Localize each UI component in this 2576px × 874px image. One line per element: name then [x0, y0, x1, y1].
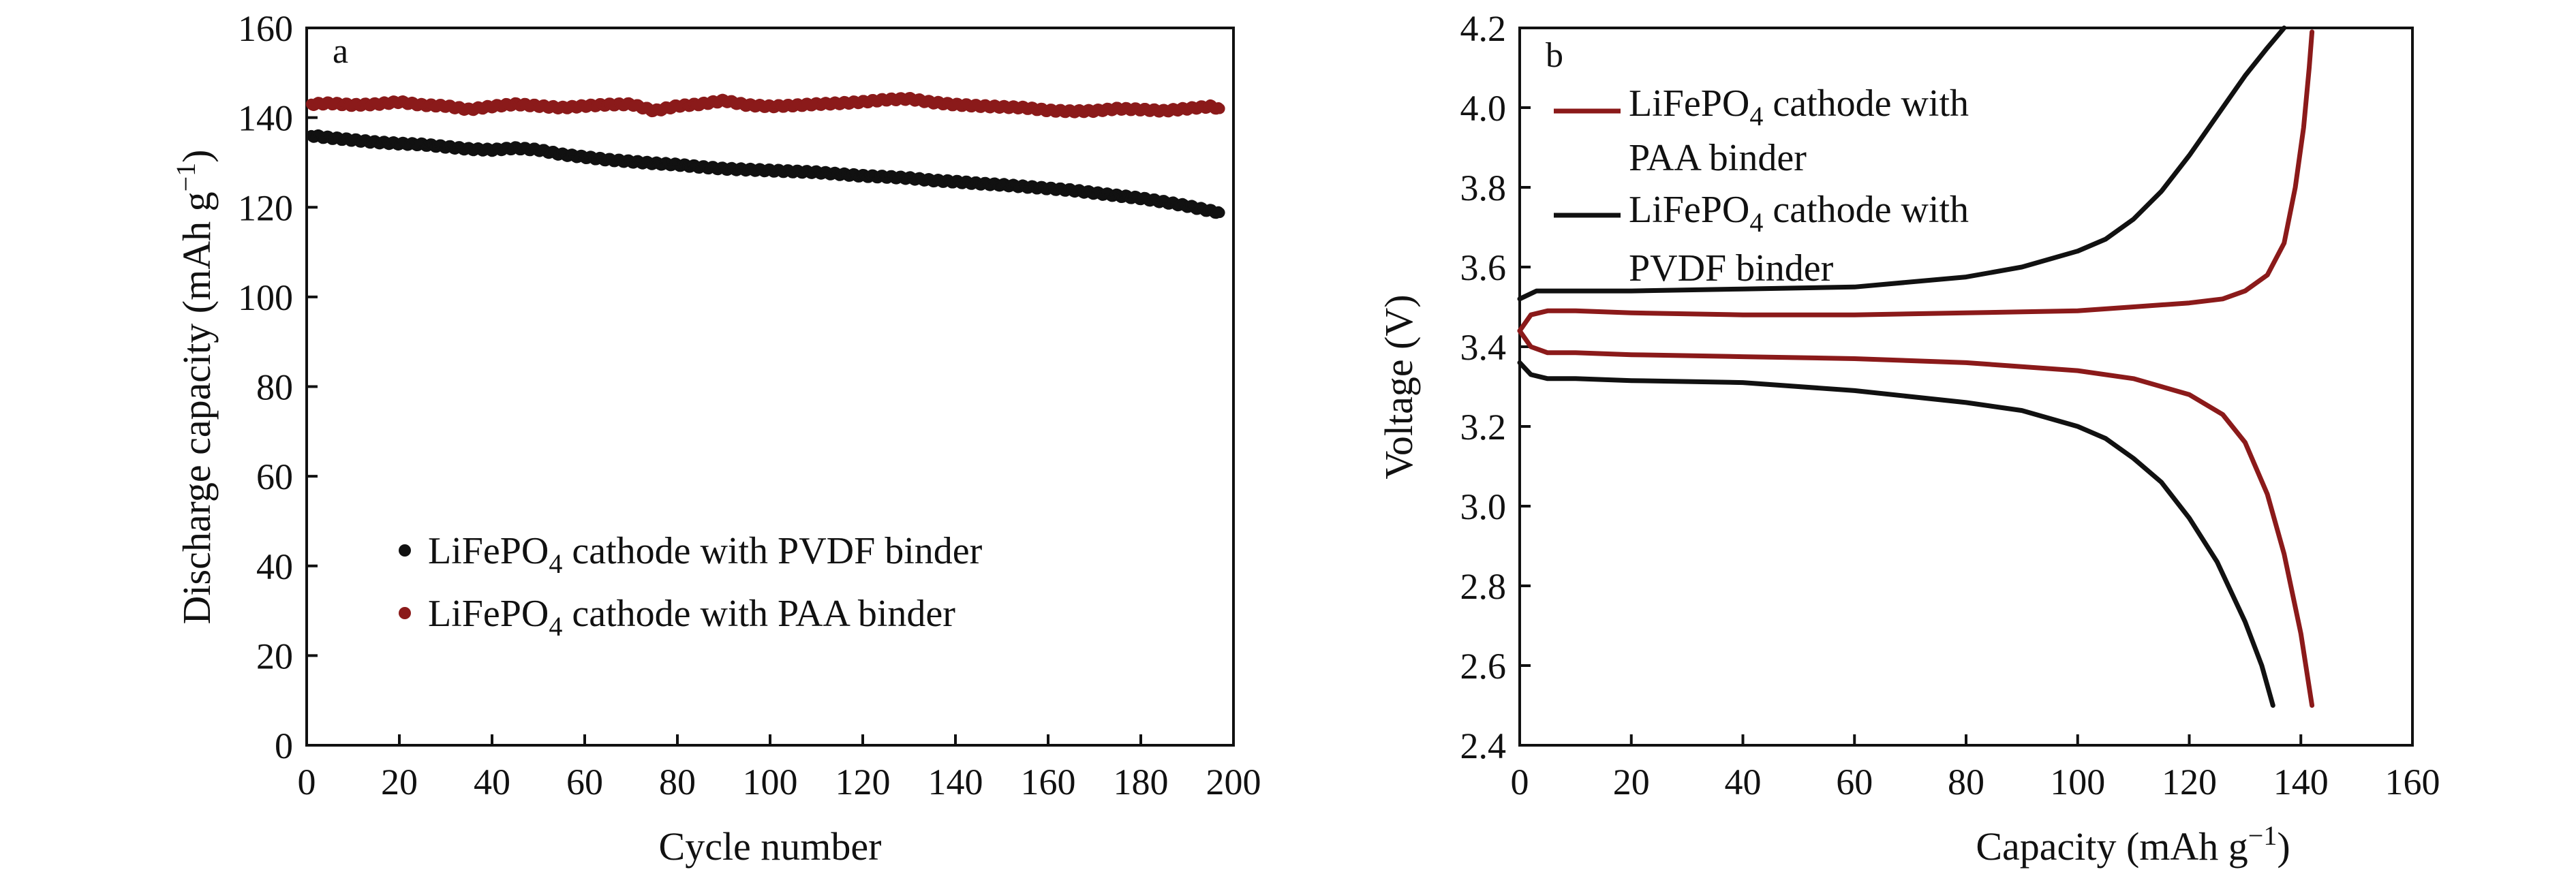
panel-a-x-tick-label: 100 — [743, 762, 798, 802]
legend-label-b-pvdf-line1: LiFePO4 cathode with — [1629, 189, 1969, 238]
panel-b-x-tick-label: 0 — [1511, 762, 1529, 802]
panel-a-x-axis-label: Cycle number — [659, 824, 882, 869]
panel-b-x-tick-label: 140 — [2273, 762, 2329, 802]
panel-a-x-tick-label: 0 — [298, 762, 316, 802]
panel-a-series — [305, 92, 1225, 219]
series-lifepo4-cathode-with-paa-binder — [305, 92, 1225, 119]
legend-label-pvdf-a: LiFePO — [428, 530, 549, 572]
series-line-lifepo4-cathode-with-pvdf-binder-discharge — [1517, 360, 2275, 708]
panel-b-x-axis-label-main: Capacity (mAh g — [1976, 824, 2248, 869]
legend-item-paa: LiFePO4 cathode with PAA binder — [399, 593, 955, 642]
legend-item-pvdf: LiFePO4 cathode with PVDF binder — [399, 530, 983, 579]
panel-a-x-tick-label: 140 — [928, 762, 983, 802]
legend-label-b-pvdf-sub: 4 — [1749, 207, 1763, 238]
data-point-lifepo4-cathode-with-pvdf-binder — [1214, 207, 1225, 219]
panel-a-x-tick-label: 200 — [1206, 762, 1261, 802]
panel-b-x-tick-label: 20 — [1613, 762, 1650, 802]
panel-b-y-tick-label: 3.8 — [1460, 168, 1507, 208]
panel-a-x-tick-label: 160 — [1021, 762, 1076, 802]
legend-label-paa-a: LiFePO — [428, 593, 549, 635]
panel-a-label: a — [333, 32, 348, 71]
panel-b-y-axis-label: Voltage (V) — [1377, 294, 1421, 479]
legend-label-paa-b: cathode with PAA binder — [562, 593, 955, 635]
legend-label-b-paa-b: cathode with — [1763, 82, 1969, 125]
panel-b-x-axis-label-sup: −1 — [2248, 820, 2278, 851]
panel-a-y-tick-label: 140 — [238, 98, 293, 139]
panel-b-y-tick-label: 3.0 — [1460, 486, 1507, 527]
panel-a-y-tick-label: 20 — [256, 636, 293, 676]
panel-b-legend: LiFePO4 cathode with PAA binder LiFePO4 … — [1554, 82, 1969, 290]
panel-b-y-tick-label: 4.0 — [1460, 88, 1507, 129]
panel-a-y-tick-label: 80 — [256, 367, 293, 408]
panel-a-x-tick-label: 120 — [835, 762, 891, 802]
panel-b-x-tick-label: 80 — [1948, 762, 1984, 802]
panel-b-x-axis-label: Capacity (mAh g−1) — [1976, 820, 2290, 869]
panel-a-y-axis-label-sup: −1 — [170, 163, 201, 192]
legend-label-b-paa-a: LiFePO — [1629, 82, 1749, 125]
panel-b-y-tick-label: 2.4 — [1460, 725, 1507, 766]
panel-a-legend: LiFePO4 cathode with PVDF binder LiFePO4… — [399, 530, 983, 642]
panel-a-y-axis-label: Discharge capacity (mAh g−1) — [170, 150, 219, 625]
panel-a-y-tick-label: 120 — [238, 187, 293, 228]
legend-label-b-pvdf-b: cathode with — [1763, 189, 1969, 231]
legend-marker-paa — [399, 607, 411, 619]
panel-a-y-tick-label: 0 — [275, 725, 293, 766]
panel-a-ticks — [305, 27, 1235, 747]
legend-label-b-pvdf-line2: PVDF binder — [1629, 247, 1834, 290]
panel-b-x-tick-label: 100 — [2050, 762, 2105, 802]
series-lifepo4-cathode-with-pvdf-binder — [305, 129, 1225, 219]
panel-b-y-tick-label: 3.2 — [1460, 407, 1507, 448]
series-line-lifepo4-cathode-with-paa-binder-discharge — [1517, 328, 2315, 708]
panel-b-tick-labels: 0 20 40 60 80 100 120 140 160 2.4 2.6 2.8 3.0 3.2 3.4 3… — [1460, 8, 2440, 802]
legend-label-pvdf: LiFePO4 cathode with PVDF binder — [428, 530, 983, 579]
panel-b-y-tick-label: 3.6 — [1460, 247, 1507, 288]
panel-b-y-tick-label: 3.4 — [1460, 327, 1507, 368]
panel-b-x-axis-label-end: ) — [2277, 824, 2290, 869]
panel-b-x-tick-label: 60 — [1836, 762, 1873, 802]
panel-a-y-tick-label: 60 — [256, 456, 293, 497]
legend-label-b-paa-line2: PAA binder — [1629, 137, 1807, 179]
legend-label-b-paa-sub: 4 — [1749, 101, 1763, 131]
panel-a-y-tick-label: 40 — [256, 546, 293, 587]
panel-a-plot-frame — [305, 27, 1235, 747]
legend-label-pvdf-sub: 4 — [549, 548, 562, 579]
legend-label-paa: LiFePO4 cathode with PAA binder — [428, 593, 955, 642]
panel-b-series — [1517, 25, 2315, 708]
panel-a-tick-labels: 0 20 40 60 80 100 120 140 160 180 200 0 20 40 60 80 100 1… — [238, 8, 1261, 802]
panel-b-y-tick-label: 2.8 — [1460, 566, 1507, 607]
panel-a-x-tick-label: 60 — [566, 762, 603, 802]
legend-item-b-pvdf: LiFePO4 cathode with PVDF binder — [1554, 189, 1969, 290]
panel-a: 0 20 40 60 80 100 120 140 160 180 200 0 20 40 60 80 100 1… — [170, 8, 1261, 869]
panel-a-y-axis-label-end: ) — [174, 150, 219, 163]
legend-marker-pvdf — [399, 544, 411, 557]
panel-b-x-tick-label: 40 — [1725, 762, 1762, 802]
panel-b-label: b — [1546, 36, 1563, 75]
series-line-lifepo4-cathode-with-paa-binder-charge — [1517, 29, 2315, 334]
panel-a-y-axis-label-main: Discharge capacity (mAh g — [174, 191, 219, 624]
panel-a-x-tick-label: 20 — [381, 762, 418, 802]
panel-b-x-tick-label: 120 — [2162, 762, 2217, 802]
panel-a-x-tick-label: 180 — [1114, 762, 1169, 802]
panel-a-x-tick-label: 80 — [659, 762, 696, 802]
panel-a-x-tick-label: 40 — [474, 762, 510, 802]
series-line-lifepo4-cathode-with-pvdf-binder-charge — [1517, 25, 2287, 302]
panel-a-y-tick-label: 100 — [238, 277, 293, 318]
panel-a-y-tick-label: 160 — [238, 8, 293, 49]
legend-label-b-paa-line1: LiFePO4 cathode with — [1629, 82, 1969, 131]
legend-label-b-pvdf-a: LiFePO — [1629, 189, 1749, 231]
legend-item-b-paa: LiFePO4 cathode with PAA binder — [1554, 82, 1969, 179]
panel-b-y-tick-label: 4.2 — [1460, 8, 1507, 49]
panel-b-plot-frame — [1518, 27, 2414, 747]
panel-b-y-tick-label: 2.6 — [1460, 646, 1507, 687]
panel-b-x-tick-label: 160 — [2385, 762, 2440, 802]
panel-b: 0 20 40 60 80 100 120 140 160 2.4 2.6 2.8 3.0 3.2 3.4 3… — [1377, 8, 2440, 869]
legend-label-pvdf-b: cathode with PVDF binder — [562, 530, 982, 572]
panel-b-ticks — [1518, 27, 2414, 747]
legend-label-paa-sub: 4 — [549, 611, 562, 642]
data-point-lifepo4-cathode-with-paa-binder — [1214, 103, 1225, 114]
